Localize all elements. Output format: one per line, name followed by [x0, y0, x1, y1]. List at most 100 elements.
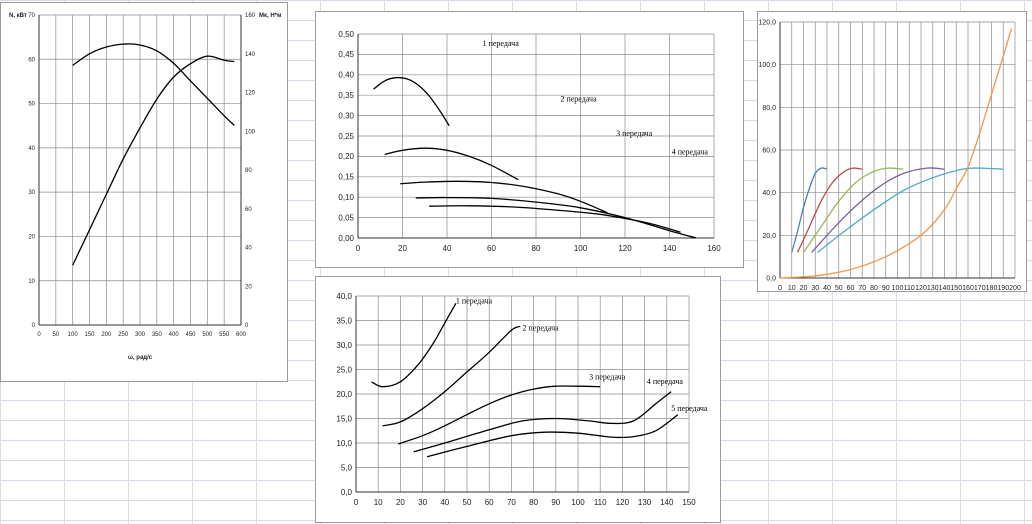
x-tick-label: 120 [616, 498, 630, 507]
series-line-2 [797, 167, 863, 253]
y-right-axis-title: Mк, Н*м [259, 13, 282, 19]
series-line-3 [397, 385, 601, 445]
x-tick-label: 120 [618, 244, 632, 253]
y-tick-label: 30 [28, 190, 35, 196]
y-tick-label: 0,25 [338, 132, 354, 141]
x-tick-label: 550 [219, 332, 230, 338]
y-tick-label: 0,35 [338, 91, 354, 100]
x-tick-label: 10 [374, 498, 383, 507]
x-tick-label: 70 [507, 498, 516, 507]
x-tick-label: 80 [870, 285, 878, 292]
x-tick-label: 500 [202, 332, 213, 338]
x-tick-label: 40 [443, 244, 452, 253]
y-tick-label: 70 [28, 13, 35, 19]
y-tick-label: 60,0 [762, 147, 776, 154]
x-tick-label: 180 [986, 285, 998, 292]
series-line-1 [72, 55, 235, 266]
chart-panel-dynamic-factor: 0 20 40 60 80 100 120 140 160 0,00 0,05 0,10 0,15 0,2… [315, 11, 744, 268]
x-tick-label: 140 [660, 498, 674, 507]
y-tick-label: 40 [28, 146, 35, 152]
y-left-axis-title: N, кВт [9, 13, 27, 19]
x-tick-label: 150 [682, 498, 696, 507]
y-tick-label: 0,0 [766, 275, 776, 282]
series-annotation: 4 передача [647, 377, 684, 386]
y-tick-label: 40,0 [762, 190, 776, 197]
series-annotation: 3 передача [616, 129, 653, 138]
series-annotation: 2 передача [560, 94, 597, 103]
x-tick-label: 40 [440, 498, 449, 507]
x-tick-label: 350 [152, 332, 163, 338]
y-right-tick-label: 140 [245, 52, 256, 58]
y-tick-label: 0 [32, 323, 36, 329]
x-tick-label: 70 [858, 285, 866, 292]
x-tick-label: 400 [169, 332, 180, 338]
chart-acceleration: 0 10 20 30 40 50 60 70 80 90 100 110 120 130 140 150 0,0… [336, 292, 708, 507]
series-line-2 [72, 43, 235, 126]
series-line-3 [802, 167, 904, 253]
y-tick-label: 100,0 [758, 62, 776, 69]
x-tick-label: 450 [185, 332, 196, 338]
y-right-tick-label: 160 [245, 13, 256, 19]
y-tick-label: 25,0 [336, 365, 352, 374]
x-tick-label: 20 [398, 244, 407, 253]
series-annotation: 5 передача [671, 404, 708, 413]
x-tick-label: 200 [101, 332, 112, 338]
series-line-6 [779, 28, 1013, 279]
series-line-4 [811, 167, 945, 253]
y-tick-label: 20,0 [336, 390, 352, 399]
y-tick-label: 0,45 [338, 50, 354, 59]
x-tick-label: 60 [485, 498, 494, 507]
x-tick-label: 0 [354, 498, 359, 507]
y-tick-label: 0,0 [341, 488, 353, 497]
series-annotation: 4 передача [672, 147, 709, 156]
x-tick-label: 10 [788, 285, 796, 292]
x-tick-label: 120 [915, 285, 927, 292]
chart-panel-power-torque: 0 50 100 150 200 250 300 350 400 450 500 550 600 0 10 2… [0, 2, 288, 382]
x-tick-label: 100 [574, 244, 588, 253]
x-tick-label: 30 [418, 498, 427, 507]
y-tick-label: 30,0 [336, 341, 352, 350]
x-tick-label: 100 [571, 498, 585, 507]
y-tick-label: 0,40 [338, 71, 354, 80]
x-tick-label: 250 [118, 332, 129, 338]
x-tick-label: 0 [356, 244, 361, 253]
y-right-tick-label: 20 [245, 284, 252, 290]
x-tick-label: 60 [847, 285, 855, 292]
chart-power-torque: 0 50 100 150 200 250 300 350 400 450 500 550 6000102… [9, 13, 282, 361]
x-tick-label: 150 [950, 285, 962, 292]
x-tick-label: 80 [529, 498, 538, 507]
y-right-tick-label: 0 [245, 323, 249, 329]
series-line-4 [415, 196, 697, 239]
series-line-5 [426, 414, 679, 458]
x-tick-label: 160 [707, 244, 721, 253]
x-tick-label: 110 [594, 498, 607, 507]
y-right-tick-label: 100 [245, 129, 256, 135]
y-right-tick-label: 80 [245, 168, 252, 174]
series-line-1 [791, 167, 828, 253]
y-tick-label: 60 [28, 57, 35, 63]
series-annotation: 3 передача [589, 372, 626, 381]
chart-speed-curves: 0 10 20 30 40 50 60 70 80 90 100 110 120 130 140 150 160… [758, 19, 1021, 292]
series-annotation: 1 передача [483, 39, 520, 48]
y-tick-label: 0,20 [338, 152, 354, 161]
y-tick-label: 0,50 [338, 30, 354, 39]
x-tick-label: 100 [68, 332, 79, 338]
series-line-4 [413, 391, 672, 453]
x-tick-label: 20 [800, 285, 808, 292]
x-tick-label: 80 [532, 244, 541, 253]
x-tick-label: 50 [835, 285, 843, 292]
y-tick-label: 5,0 [341, 463, 353, 472]
x-tick-label: 110 [904, 285, 915, 292]
x-tick-label: 160 [962, 285, 974, 292]
x-tick-label: 130 [927, 285, 939, 292]
x-tick-label: 50 [463, 498, 472, 507]
x-tick-label: 200 [1009, 285, 1021, 292]
x-tick-label: 600 [236, 332, 247, 338]
series-line-5 [429, 205, 681, 233]
y-tick-label: 20 [28, 235, 35, 241]
x-tick-label: 170 [974, 285, 986, 292]
y-tick-label: 35,0 [336, 316, 352, 325]
x-tick-label: 90 [551, 498, 560, 507]
x-tick-label: 140 [663, 244, 677, 253]
y-tick-label: 120,0 [758, 19, 776, 26]
